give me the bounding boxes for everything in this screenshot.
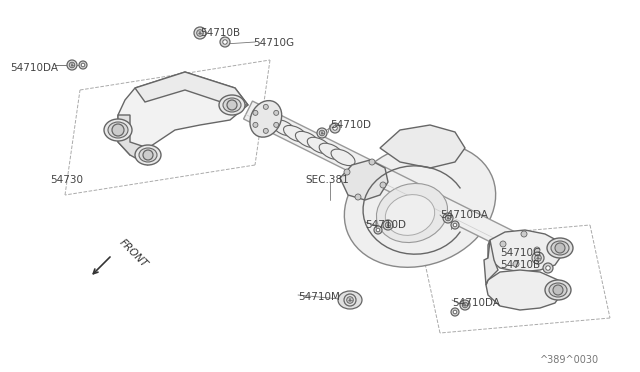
Circle shape	[263, 105, 268, 109]
Polygon shape	[118, 115, 148, 165]
Text: SEC.381: SEC.381	[305, 175, 349, 185]
Circle shape	[460, 300, 470, 310]
Polygon shape	[484, 240, 498, 285]
Circle shape	[521, 231, 527, 237]
Ellipse shape	[219, 95, 245, 115]
Circle shape	[451, 221, 459, 229]
Circle shape	[380, 182, 386, 188]
Polygon shape	[244, 101, 550, 267]
Circle shape	[369, 159, 375, 165]
Ellipse shape	[545, 280, 571, 300]
Circle shape	[69, 62, 75, 68]
Circle shape	[355, 194, 361, 200]
Circle shape	[319, 130, 324, 136]
Ellipse shape	[139, 148, 157, 162]
Circle shape	[227, 100, 237, 110]
Circle shape	[196, 30, 204, 36]
Circle shape	[532, 252, 544, 264]
Circle shape	[453, 223, 457, 227]
Circle shape	[333, 126, 337, 130]
Circle shape	[223, 40, 227, 44]
Circle shape	[253, 110, 258, 115]
Circle shape	[194, 27, 206, 39]
Circle shape	[345, 295, 355, 305]
Text: 54710D: 54710D	[365, 220, 406, 230]
Circle shape	[344, 294, 356, 306]
Polygon shape	[340, 160, 388, 200]
Ellipse shape	[307, 137, 332, 154]
Text: 54710B: 54710B	[500, 260, 540, 270]
Circle shape	[445, 215, 451, 221]
Circle shape	[347, 297, 353, 303]
Circle shape	[67, 60, 77, 70]
Circle shape	[534, 247, 540, 253]
Circle shape	[500, 241, 506, 247]
Text: 54710G: 54710G	[500, 248, 541, 258]
Ellipse shape	[331, 149, 355, 166]
Text: 54730: 54730	[50, 175, 83, 185]
Circle shape	[443, 213, 453, 223]
Ellipse shape	[223, 98, 241, 112]
Circle shape	[462, 302, 468, 308]
Circle shape	[263, 128, 268, 134]
Circle shape	[374, 226, 382, 234]
Ellipse shape	[250, 100, 282, 137]
Circle shape	[385, 222, 391, 228]
Text: ^389^0030: ^389^0030	[540, 355, 599, 365]
Circle shape	[274, 122, 278, 127]
Ellipse shape	[319, 143, 343, 160]
Ellipse shape	[344, 143, 495, 267]
Ellipse shape	[547, 238, 573, 258]
Polygon shape	[498, 232, 542, 268]
Circle shape	[274, 110, 278, 115]
Circle shape	[543, 263, 553, 273]
Circle shape	[79, 61, 87, 69]
Ellipse shape	[338, 291, 362, 309]
Text: 54710DA: 54710DA	[10, 63, 58, 73]
Circle shape	[81, 63, 85, 67]
Circle shape	[553, 285, 563, 295]
Ellipse shape	[551, 241, 569, 255]
Ellipse shape	[296, 131, 319, 148]
Text: FRONT: FRONT	[117, 237, 149, 269]
Ellipse shape	[108, 122, 128, 138]
Text: 54710DA: 54710DA	[440, 210, 488, 220]
Text: 54710G: 54710G	[253, 38, 294, 48]
Ellipse shape	[385, 195, 435, 235]
Text: 54710D: 54710D	[330, 120, 371, 130]
Ellipse shape	[104, 119, 132, 141]
Circle shape	[344, 169, 350, 175]
Ellipse shape	[549, 283, 567, 297]
Circle shape	[220, 37, 230, 47]
Circle shape	[376, 228, 380, 232]
Circle shape	[253, 122, 258, 127]
Ellipse shape	[284, 125, 307, 142]
Polygon shape	[135, 72, 248, 105]
Polygon shape	[118, 72, 248, 155]
Ellipse shape	[271, 119, 296, 136]
Circle shape	[317, 128, 327, 138]
Text: 54710B: 54710B	[200, 28, 240, 38]
Circle shape	[546, 266, 550, 270]
Circle shape	[555, 243, 565, 253]
Polygon shape	[380, 125, 465, 168]
Ellipse shape	[376, 183, 447, 243]
Circle shape	[383, 220, 393, 230]
Circle shape	[453, 310, 457, 314]
Circle shape	[112, 124, 124, 136]
Polygon shape	[488, 230, 562, 272]
Polygon shape	[486, 270, 562, 310]
Ellipse shape	[135, 145, 161, 165]
Circle shape	[534, 255, 541, 261]
Circle shape	[513, 261, 519, 267]
Text: 54710M: 54710M	[298, 292, 340, 302]
Text: 54710DA: 54710DA	[452, 298, 500, 308]
Circle shape	[143, 150, 153, 160]
Circle shape	[330, 123, 340, 133]
Circle shape	[451, 308, 459, 316]
